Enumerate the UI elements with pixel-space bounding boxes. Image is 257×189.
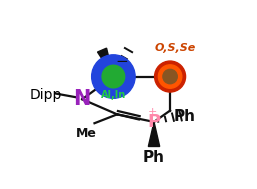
Text: Al,In: Al,In [101,90,126,99]
Text: Ph: Ph [143,150,165,165]
Text: P: P [148,113,161,131]
Text: −: − [115,54,128,69]
Text: Ph: Ph [173,109,195,124]
Circle shape [92,55,135,98]
Polygon shape [148,122,160,146]
Text: +: + [148,108,157,117]
Text: O,S,Se: O,S,Se [154,43,195,53]
Text: Dipp: Dipp [30,88,62,101]
Circle shape [154,61,186,92]
Text: Me: Me [76,127,96,140]
Text: N: N [74,89,91,109]
Circle shape [163,69,177,84]
Circle shape [102,65,125,88]
Polygon shape [97,48,113,77]
Circle shape [158,65,182,88]
